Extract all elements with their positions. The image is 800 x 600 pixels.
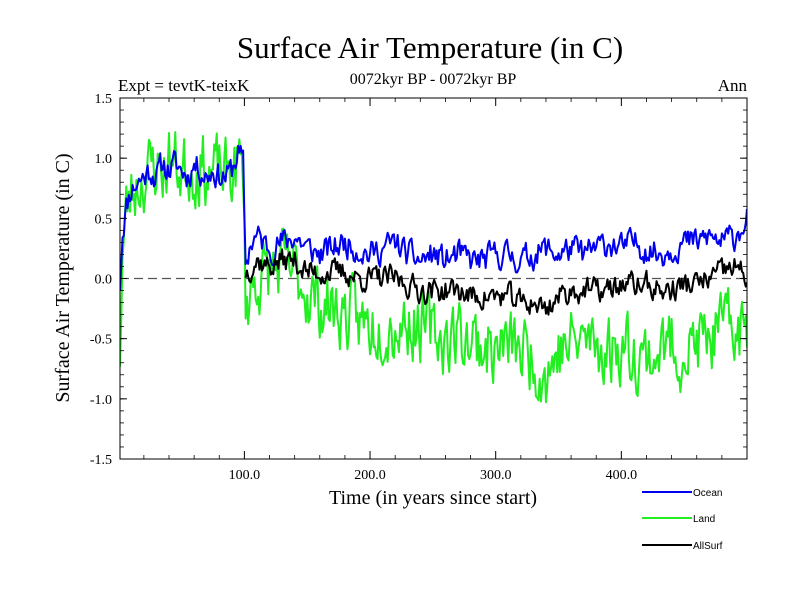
x-axis-label: Time (in years since start): [329, 487, 537, 509]
y-tick-label: 0.0: [95, 273, 113, 288]
y-tick-label: 1.5: [95, 92, 113, 107]
chart-subtitle: 0072kyr BP - 0072kyr BP: [350, 71, 517, 88]
y-tick-label: 1.0: [95, 152, 113, 167]
x-tick-label: 300.0: [480, 468, 512, 483]
experiment-label: Expt = tevtK-teixK: [118, 76, 250, 95]
y-tick-label: 0.5: [95, 212, 113, 227]
season-label: Ann: [718, 76, 748, 95]
y-tick-label: -1.5: [90, 453, 112, 468]
x-tick-label: 200.0: [354, 468, 386, 483]
legend-label-land: Land: [693, 514, 715, 525]
series-line-land: [120, 131, 747, 404]
y-tick-label: -1.0: [90, 393, 112, 408]
chart-title: Surface Air Temperature (in C): [237, 30, 623, 65]
legend-label-ocean: Ocean: [693, 488, 722, 499]
y-axis-label: Surface Air Temperature (in C): [52, 153, 74, 402]
legend-label-allsurf: AllSurf: [693, 541, 723, 552]
x-tick-label: 400.0: [606, 468, 638, 483]
series-line-allsurf: [244, 248, 747, 316]
series-line-ocean: [120, 144, 747, 291]
y-tick-label: -0.5: [90, 333, 112, 348]
x-tick-label: 100.0: [229, 468, 261, 483]
legend: Ocean Land AllSurf: [642, 488, 723, 552]
